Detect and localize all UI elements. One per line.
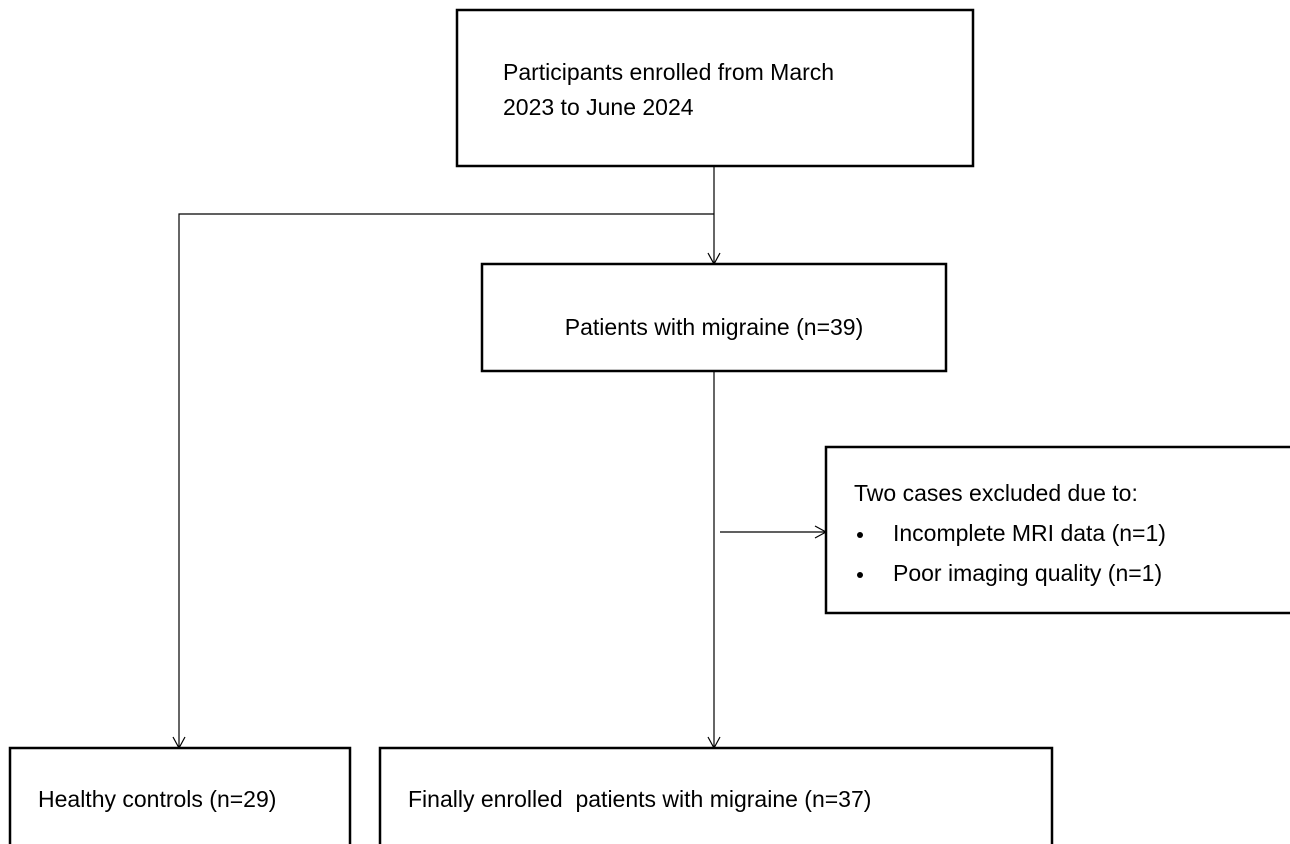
box-text: Two cases excluded due to:	[854, 480, 1138, 506]
box-text: Patients with migraine (n=39)	[565, 314, 864, 340]
arrow	[172, 213, 714, 750]
box-text: Healthy controls (n=29)	[38, 786, 276, 812]
bullet	[857, 572, 863, 578]
box	[480, 262, 948, 373]
box	[378, 746, 1054, 844]
box-text: Finally enrolled patients with migraine …	[408, 786, 871, 812]
box	[824, 445, 1290, 615]
bullet	[857, 532, 863, 538]
box-text: Participants enrolled from March	[503, 59, 834, 85]
box	[455, 8, 975, 168]
list-item: Incomplete MRI data (n=1)	[893, 520, 1166, 546]
box	[8, 746, 352, 844]
list-item: Poor imaging quality (n=1)	[893, 560, 1162, 586]
box-text: 2023 to June 2024	[503, 94, 694, 120]
